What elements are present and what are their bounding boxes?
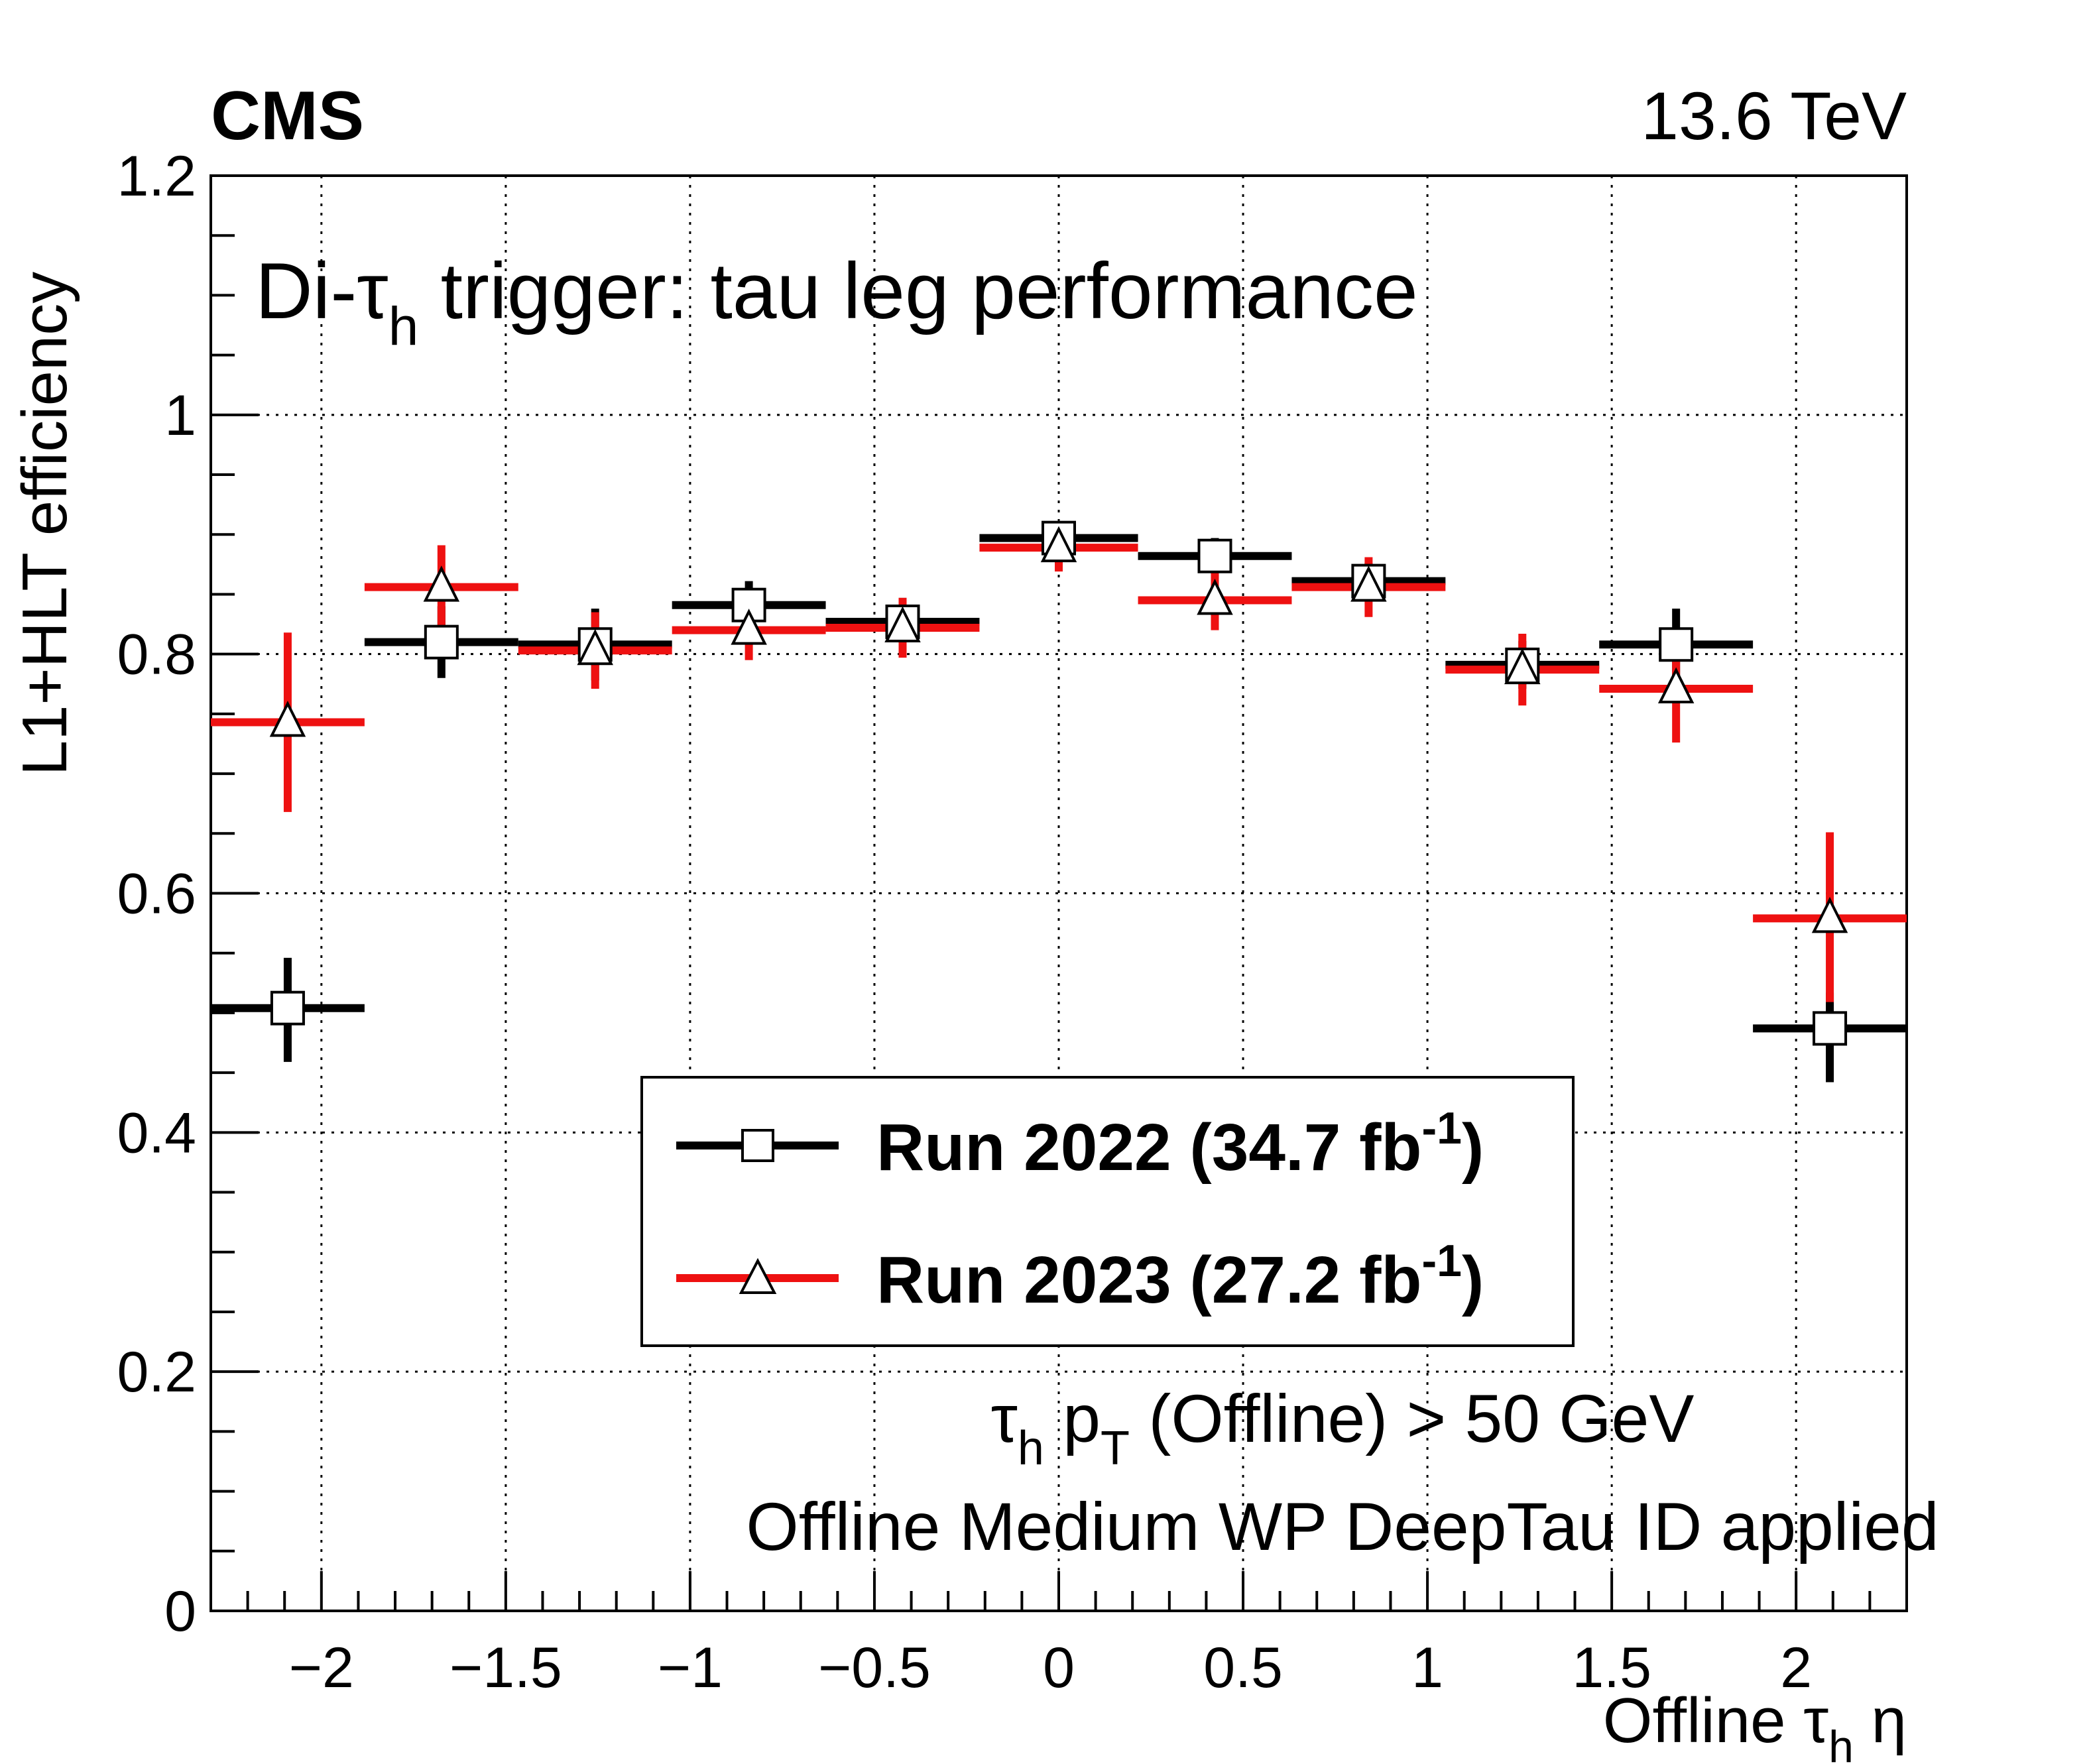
- x-tick-label-2: −1: [658, 1636, 723, 1700]
- ann-p-sub: T: [1101, 1422, 1130, 1475]
- x-tick-label-1: −1.5: [449, 1636, 562, 1700]
- ann-rest: (Offline) > 50 GeV: [1130, 1381, 1694, 1456]
- legend-run2022-close: ): [1462, 1110, 1484, 1185]
- grid: [211, 176, 1907, 1611]
- data-point-triangle: [1504, 648, 1541, 685]
- y-tick-label-4: 0.8: [117, 623, 196, 687]
- data-point-triangle: [1040, 526, 1077, 563]
- series-run2022: [211, 526, 1907, 1083]
- y-tick-label-0: 0: [164, 1580, 196, 1643]
- legend-run2023-sup: -1: [1422, 1236, 1462, 1286]
- series-layer: [211, 520, 1907, 1083]
- legend-box: [640, 1076, 1575, 1347]
- data-point-square: [424, 624, 459, 660]
- markers-run2023: [269, 526, 1848, 933]
- data-point-triangle: [577, 628, 613, 666]
- data-point-triangle: [423, 565, 460, 602]
- annotation-id: Offline Medium WP DeepTau ID applied: [746, 1489, 1939, 1564]
- y-tick-label-3: 0.6: [117, 862, 196, 926]
- y-tick-label-2: 0.4: [117, 1101, 196, 1165]
- triangle-icon: [739, 1258, 777, 1294]
- ann-tau-sub: h: [1018, 1422, 1044, 1475]
- y-tick-label-5: 1: [164, 384, 196, 447]
- x-tick-label-6: 1: [1411, 1636, 1443, 1700]
- plot-title: Di-τh trigger: tau leg performance: [255, 247, 1418, 357]
- data-point-triangle: [884, 606, 921, 642]
- data-point-triangle: [1657, 667, 1695, 703]
- y-tick-labels: 0 0.2 0.4 0.6 0.8 1 1.2: [117, 145, 196, 1643]
- x-title-eta: η: [1854, 1685, 1907, 1756]
- energy-label: 13.6 TeV: [1641, 78, 1907, 154]
- x-tick-label-4: 0: [1043, 1636, 1075, 1700]
- legend-run2022-text: Run 2022 (34.7 fb: [876, 1110, 1422, 1185]
- y-tick-label-6: 1.2: [117, 145, 196, 208]
- x-title-prefix: Offline: [1603, 1685, 1803, 1756]
- x-tick-label-0: −2: [289, 1636, 354, 1700]
- plot-title-tau: τ: [357, 247, 388, 335]
- y-axis-title: L1+HLT efficiency: [9, 272, 80, 776]
- legend-run2023-text: Run 2023 (27.2 fb: [876, 1243, 1422, 1317]
- y-tick-label-1: 0.2: [117, 1340, 196, 1404]
- data-point-square: [1197, 538, 1232, 573]
- data-point-triangle: [1811, 896, 1848, 933]
- data-point-triangle: [1350, 565, 1387, 602]
- square-icon: [741, 1129, 774, 1162]
- data-point-triangle: [731, 609, 767, 645]
- x-title-sub: h: [1828, 1722, 1854, 1764]
- axis-ticks: [209, 174, 1908, 1612]
- legend: Run 2022 (34.7 fb-1) Run 2023 (27.2 fb-1…: [640, 1076, 1575, 1347]
- x-tick-label-3: −0.5: [818, 1636, 931, 1700]
- ann-tau: τ: [991, 1381, 1018, 1456]
- experiment-label: CMS: [211, 78, 364, 154]
- legend-label-run2023: Run 2023 (27.2 fb-1): [876, 1236, 1484, 1317]
- data-point-square: [1659, 627, 1694, 662]
- data-point-triangle: [1197, 579, 1233, 615]
- x-tick-label-8: 2: [1780, 1636, 1812, 1700]
- legend-label-run2022: Run 2022 (34.7 fb-1): [876, 1103, 1484, 1185]
- annotation-pt-cut: τh pT (Offline) > 50 GeV: [991, 1381, 1695, 1475]
- x-title-tau: τ: [1803, 1685, 1828, 1756]
- plot-title-suffix: trigger: tau leg performance: [418, 247, 1417, 335]
- ann-p: p: [1044, 1381, 1101, 1456]
- plot-title-prefix: Di-: [255, 247, 357, 335]
- legend-run2023-close: ): [1462, 1243, 1484, 1317]
- plot-title-sub: h: [388, 296, 419, 357]
- x-axis-title: Offline τh η: [1603, 1685, 1907, 1764]
- data-point-triangle: [269, 701, 306, 737]
- x-tick-labels: −2 −1.5 −1 −0.5 0 0.5 1 1.5 2: [289, 1636, 1812, 1700]
- x-tick-label-5: 0.5: [1203, 1636, 1283, 1700]
- data-point-square: [270, 990, 305, 1026]
- data-point-square: [1813, 1011, 1848, 1046]
- legend-run2022-sup: -1: [1422, 1103, 1462, 1153]
- x-tick-label-7: 1.5: [1572, 1636, 1651, 1700]
